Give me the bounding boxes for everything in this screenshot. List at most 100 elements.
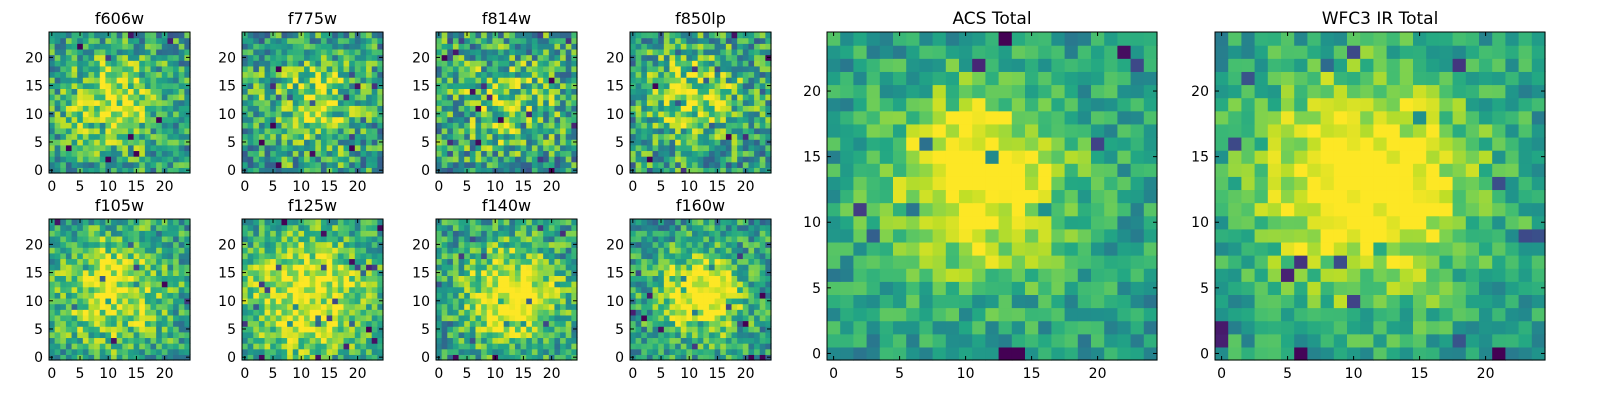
heatmap-cell xyxy=(349,281,356,288)
heatmap-cell xyxy=(509,77,516,84)
heatmap-cell xyxy=(253,320,260,327)
heatmap-cell xyxy=(708,139,716,146)
heatmap-cell xyxy=(742,348,750,355)
heatmap-cell xyxy=(54,314,61,322)
heatmap-cell xyxy=(503,71,510,78)
heatmap-cell xyxy=(150,94,157,101)
heatmap-cell xyxy=(514,167,522,174)
heatmap-cell xyxy=(49,71,56,78)
heatmap-cell xyxy=(560,127,567,135)
heatmap-cell xyxy=(264,139,271,146)
heatmap-cell xyxy=(99,133,106,140)
heatmap-cell xyxy=(703,127,710,135)
heatmap-cell xyxy=(714,110,721,118)
heatmap-cell xyxy=(94,314,101,322)
heatmap-cell xyxy=(464,343,471,350)
heatmap-cell xyxy=(646,286,654,293)
heatmap-cell xyxy=(697,320,704,327)
heatmap-cell xyxy=(184,303,191,310)
heatmap-cell xyxy=(630,337,637,344)
heatmap-cell xyxy=(641,275,648,282)
heatmap-cell xyxy=(349,314,356,322)
heatmap-cell xyxy=(452,116,460,123)
heatmap-cell xyxy=(94,71,101,78)
heatmap-cell xyxy=(270,275,277,282)
heatmap-cell xyxy=(652,167,659,174)
heatmap-cell xyxy=(77,337,84,344)
heatmap-cell xyxy=(292,37,299,44)
x-tick-label: 20 xyxy=(543,366,561,382)
heatmap-cell xyxy=(675,150,682,157)
heatmap-cell xyxy=(173,219,180,226)
heatmap-cell xyxy=(742,122,750,129)
heatmap-cell xyxy=(447,88,454,95)
heatmap-cell xyxy=(475,219,482,226)
heatmap-cell xyxy=(292,337,299,344)
heatmap-cell xyxy=(469,133,477,140)
heatmap-cell xyxy=(122,110,129,118)
heatmap-cell xyxy=(452,286,460,293)
heatmap-cell xyxy=(49,235,56,243)
heatmap-cell xyxy=(320,292,328,299)
heatmap-cell xyxy=(304,37,311,44)
heatmap-cell xyxy=(105,127,112,135)
heatmap-cell xyxy=(514,88,522,95)
heatmap-cell xyxy=(481,247,488,254)
heatmap-cell xyxy=(253,94,260,101)
heatmap-cell xyxy=(156,161,163,168)
y-tick-label: 20 xyxy=(606,50,624,66)
heatmap-cell xyxy=(675,326,682,333)
heatmap-cell xyxy=(161,105,169,112)
heatmap-cell xyxy=(514,281,522,288)
heatmap-cell xyxy=(139,241,146,248)
heatmap-cell xyxy=(481,269,488,276)
heatmap-cell xyxy=(71,331,78,339)
heatmap-cell xyxy=(646,292,654,299)
heatmap-cell xyxy=(458,354,465,361)
heatmap-cell xyxy=(565,258,572,265)
heatmap-cell xyxy=(105,303,112,310)
heatmap-cell xyxy=(116,219,123,226)
heatmap-cell xyxy=(748,122,755,129)
heatmap-cell xyxy=(748,286,755,293)
heatmap-cell xyxy=(486,219,493,226)
heatmap-cell xyxy=(71,133,78,140)
heatmap-cell xyxy=(94,65,101,73)
heatmap-cell xyxy=(481,99,488,106)
heatmap-cell xyxy=(287,258,294,265)
heatmap-cell xyxy=(253,230,260,237)
heatmap-cell xyxy=(731,354,738,361)
heatmap-cell xyxy=(99,309,106,316)
heatmap-cell xyxy=(366,144,373,152)
heatmap-cell xyxy=(571,320,578,327)
heatmap-cell xyxy=(441,343,448,350)
heatmap-cell xyxy=(270,252,277,260)
heatmap-cell xyxy=(71,252,78,260)
heatmap-cell xyxy=(452,60,460,67)
heatmap-cell xyxy=(127,320,135,327)
heatmap-cell xyxy=(742,281,750,288)
heatmap-cell xyxy=(54,127,61,135)
heatmap-cell xyxy=(663,60,671,67)
heatmap-cell xyxy=(503,247,510,254)
heatmap-cell xyxy=(663,292,671,299)
heatmap-cell xyxy=(156,127,163,135)
heatmap-cell xyxy=(371,48,378,56)
heatmap-cell xyxy=(441,326,448,333)
heatmap-cell xyxy=(548,314,556,322)
heatmap-cell xyxy=(354,156,362,163)
heatmap-cell xyxy=(343,281,350,288)
heatmap-cell xyxy=(714,161,721,168)
heatmap-cell xyxy=(242,133,249,140)
heatmap-cell xyxy=(464,54,471,61)
heatmap-cell xyxy=(343,320,350,327)
heatmap-cell xyxy=(360,77,367,84)
heatmap-cell xyxy=(731,110,738,118)
heatmap-cell xyxy=(315,230,322,237)
heatmap-cell xyxy=(111,65,118,73)
heatmap-cell xyxy=(99,150,106,157)
heatmap-cell xyxy=(548,230,556,237)
heatmap-cell xyxy=(337,48,345,56)
heatmap-cell xyxy=(144,224,152,231)
